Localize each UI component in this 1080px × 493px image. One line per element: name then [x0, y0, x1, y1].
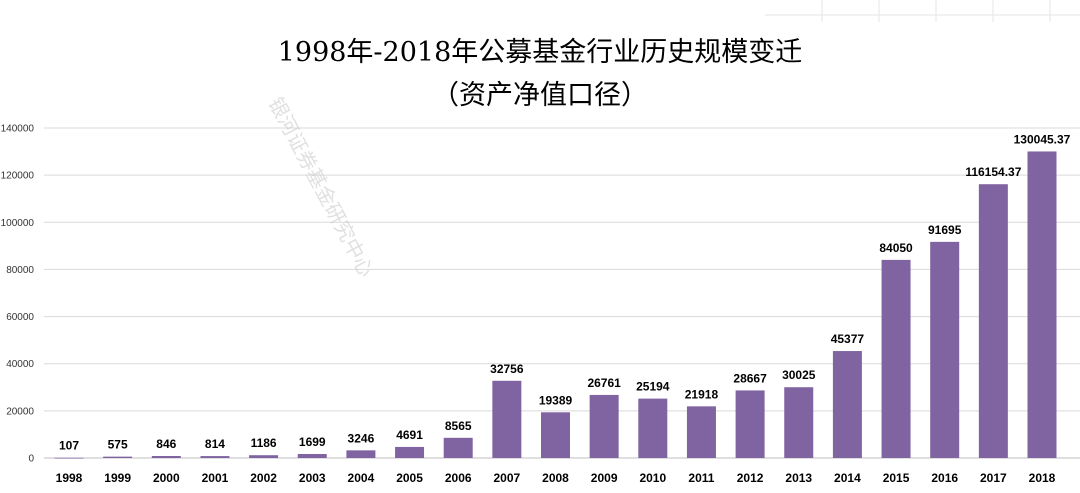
x-tick-label-2014: 2014: [834, 471, 861, 485]
data-label-2012: 28667: [733, 371, 767, 385]
bar-2015: [881, 259, 911, 458]
data-label-2006: 8565: [445, 419, 472, 433]
data-label-1999: 575: [108, 438, 128, 452]
x-tick-label-2011: 2011: [688, 471, 714, 485]
data-label-2000: 846: [156, 437, 176, 451]
x-tick-label-2009: 2009: [591, 471, 618, 485]
x-tick-label-2012: 2012: [737, 471, 764, 485]
bar-2017: [978, 184, 1008, 458]
y-tick-label: 40000: [6, 359, 34, 370]
bar-2004: [346, 450, 376, 458]
bar-2007: [492, 380, 522, 458]
x-tick-label-2008: 2008: [542, 471, 569, 485]
x-tick-label-2002: 2002: [250, 471, 277, 485]
bar-1998: [54, 457, 84, 459]
data-label-2005: 4691: [396, 428, 423, 442]
bar-2005: [395, 446, 425, 458]
data-label-2013: 30025: [782, 368, 816, 382]
bar-2016: [930, 241, 960, 458]
x-tick-label-2010: 2010: [639, 471, 666, 485]
x-tick-label-2007: 2007: [493, 471, 520, 485]
watermark: 银河证券基金研究中心: [264, 93, 379, 281]
bar-2001: [200, 456, 230, 458]
x-axis: 1998 1999 2000 2001 2002 2003 2004 2005 2006 2007…: [56, 471, 1056, 485]
y-axis: 0 20000 40000 60000 80000 100000 120000 140000: [1, 124, 35, 465]
data-label-2008: 19389: [539, 393, 573, 407]
data-label-2014: 45377: [831, 332, 865, 346]
bars: [54, 151, 1057, 459]
y-tick-label: 100000: [1, 218, 35, 229]
x-tick-label-2000: 2000: [153, 471, 180, 485]
x-tick-label-2017: 2017: [980, 471, 1007, 485]
data-label-2007: 32756: [490, 362, 524, 376]
data-label-2018: 130045.37: [1014, 132, 1071, 146]
bar-2018: [1027, 151, 1057, 458]
x-tick-label-2003: 2003: [299, 471, 326, 485]
x-tick-label-2005: 2005: [396, 471, 423, 485]
x-tick-label-2016: 2016: [931, 471, 958, 485]
x-tick-label-2015: 2015: [883, 471, 910, 485]
y-tick-label: 140000: [1, 124, 35, 135]
bar-1999: [103, 456, 133, 458]
chart-subtitle: （资产净值口径）: [432, 80, 648, 111]
data-label-2003: 1699: [299, 435, 326, 449]
bar-2003: [297, 453, 327, 458]
background-grid-lines: [765, 0, 1080, 22]
data-label-1998: 107: [59, 439, 79, 453]
x-tick-label-1998: 1998: [56, 471, 83, 485]
data-label-2016: 91695: [928, 223, 962, 237]
y-tick-label: 80000: [6, 265, 34, 276]
gridlines: [44, 127, 1080, 459]
x-tick-label-2006: 2006: [445, 471, 472, 485]
bar-2012: [735, 390, 765, 458]
y-tick-label: 0: [28, 454, 34, 465]
bar-2009: [589, 394, 619, 458]
bar-2006: [443, 437, 473, 458]
y-tick-label: 60000: [6, 312, 34, 323]
y-tick-label: 20000: [6, 406, 34, 417]
bar-2013: [784, 387, 814, 458]
bar-2000: [151, 456, 181, 458]
bar-2008: [541, 412, 570, 458]
data-label-2004: 3246: [348, 431, 375, 445]
data-label-2009: 26761: [587, 376, 621, 390]
data-label-2015: 84050: [879, 241, 913, 255]
data-label-2010: 25194: [636, 380, 670, 394]
bar-2010: [638, 398, 668, 458]
x-tick-label-2004: 2004: [348, 471, 375, 485]
y-tick-label: 120000: [1, 171, 35, 182]
data-label-2011: 21918: [685, 387, 719, 401]
data-labels: 107 575 846 814 1186 1699 3246 4691 8565 32756 193…: [59, 132, 1071, 452]
bar-2014: [832, 351, 862, 458]
data-label-2001: 814: [205, 437, 225, 451]
bar-2011: [686, 406, 716, 458]
bar-2002: [249, 455, 279, 458]
x-tick-label-2001: 2001: [202, 471, 229, 485]
x-tick-label-2013: 2013: [785, 471, 812, 485]
data-label-2017: 116154.37: [965, 165, 1021, 179]
data-label-2002: 1186: [251, 436, 277, 450]
x-tick-label-2018: 2018: [1029, 471, 1056, 485]
x-tick-label-1999: 1999: [104, 471, 131, 485]
chart-title: 1998年-2018年公募基金行业历史规模变迁: [278, 37, 803, 68]
